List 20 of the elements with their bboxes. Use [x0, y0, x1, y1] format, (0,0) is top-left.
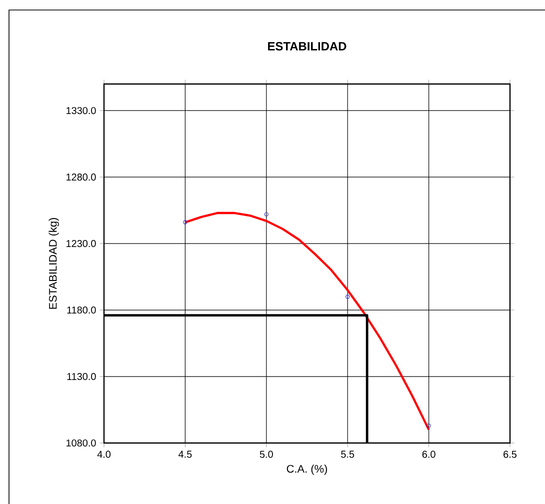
x-axis-title: C.A. (%) [286, 464, 328, 475]
y-axis-title: ESTABILIDAD (kg) [48, 218, 59, 309]
y-tick-label: 1280.0 [66, 174, 96, 181]
x-tick-label: 5.5 [341, 450, 354, 458]
point [426, 424, 431, 428]
chart-title: ESTABILIDAD [268, 42, 346, 50]
point [183, 220, 188, 224]
y-tick-label: 1180.0 [67, 306, 96, 314]
y-tick-label: 1080.0 [66, 439, 96, 447]
y-tick-label: 1230.0 [66, 240, 96, 248]
y-tick-label: 1130.0 [67, 372, 96, 380]
point [264, 212, 268, 216]
y-tick-label: 1330.0 [66, 107, 96, 114]
line-series [184, 212, 430, 431]
x-tick-label: 4.0 [97, 450, 111, 458]
x-tick-label: 5.0 [260, 450, 273, 458]
x-tick-label: 6.5 [504, 450, 517, 458]
x-tick-label: 4.5 [178, 450, 192, 458]
point [346, 294, 350, 299]
x-tick-label: 6.0 [422, 450, 436, 458]
